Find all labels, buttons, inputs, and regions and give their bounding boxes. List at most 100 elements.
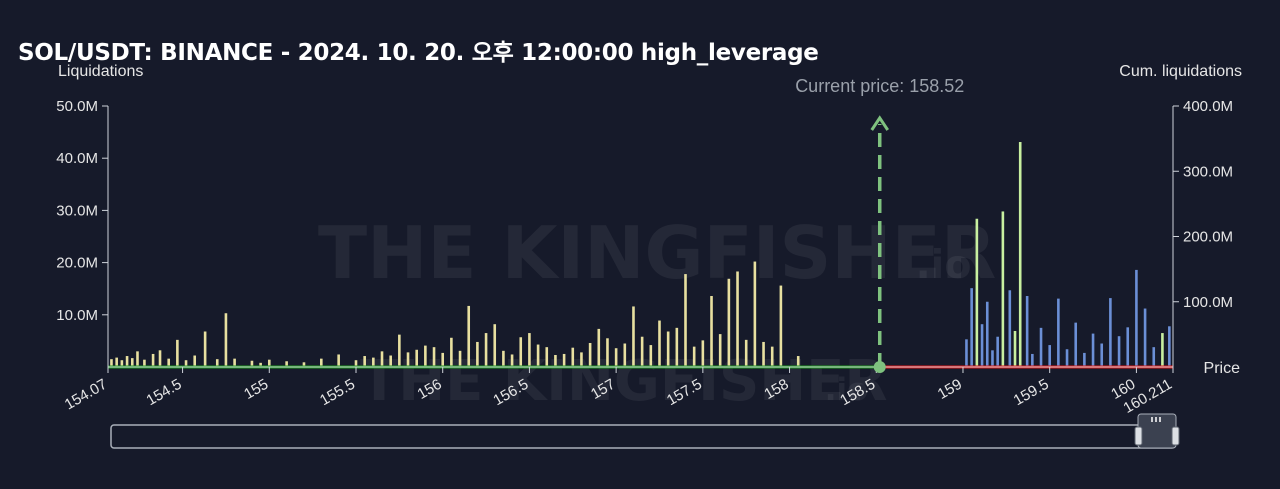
bar-short	[467, 305, 471, 367]
bar-short	[450, 337, 453, 367]
y2-axis-title: Cum. liquidations	[1119, 63, 1242, 80]
bar-short	[580, 352, 583, 367]
bar-short	[363, 356, 366, 367]
watermark-text: THE KINGFISHER	[318, 211, 996, 295]
bar-short	[424, 345, 427, 367]
y-tick-label: 30.0M	[56, 202, 98, 219]
x-tick-label: 154.5	[144, 376, 185, 409]
bar-short	[640, 336, 644, 367]
bar-long	[1083, 352, 1086, 367]
bar-short	[432, 347, 436, 367]
bar-long	[980, 324, 984, 367]
bar-short	[675, 327, 679, 367]
bar-short	[285, 361, 288, 367]
bar-short	[744, 339, 748, 367]
bar-short	[779, 285, 783, 367]
bar-short	[372, 357, 375, 367]
y2-tick-label: 400.0M	[1183, 98, 1233, 115]
bar-short	[666, 331, 670, 367]
bar-short	[120, 360, 124, 367]
bar-long	[1018, 142, 1022, 367]
current-price-marker: Current price: 158.52	[795, 76, 964, 373]
liquidation-bars	[110, 142, 1171, 367]
watermark-suffix: .io	[916, 242, 972, 288]
bar-long	[1031, 353, 1034, 367]
x-tick-label: 159	[935, 376, 965, 403]
bar-short	[727, 278, 731, 367]
bar-long	[970, 288, 973, 367]
bar-short	[562, 353, 566, 367]
bar-short	[250, 360, 254, 367]
bar-short	[614, 348, 618, 367]
bar-short	[554, 354, 557, 367]
y-tick-label: 40.0M	[56, 150, 98, 167]
bar-short	[770, 346, 774, 367]
bar-short	[125, 356, 129, 367]
bar-short	[736, 271, 739, 367]
bar-short	[354, 360, 358, 367]
bar-short	[571, 347, 575, 367]
bar-short	[519, 337, 523, 367]
bar-long	[965, 339, 968, 367]
bar-short	[176, 339, 179, 367]
bar-short	[193, 355, 197, 367]
bar-short	[130, 358, 134, 367]
y-axis-title: Liquidations	[58, 63, 143, 80]
bar-short	[136, 351, 139, 367]
bar-short	[203, 331, 207, 367]
bar-short	[441, 352, 445, 367]
bar-short	[536, 344, 540, 367]
bar-long	[1065, 349, 1069, 367]
bar-long	[1135, 269, 1138, 367]
range-slider[interactable]	[110, 413, 1180, 449]
bar-short	[184, 360, 188, 367]
bar-short	[623, 343, 627, 367]
bar-short	[597, 328, 601, 367]
bar-short	[753, 261, 757, 367]
bar-short	[588, 342, 592, 367]
current-price-arrow	[870, 115, 889, 131]
chart-title: SOL/USDT: BINANCE - 2024. 10. 20. 오후 12:…	[18, 40, 819, 66]
bar-long	[1039, 327, 1043, 367]
range-slider-right-handle	[1171, 426, 1180, 446]
current-price-dot	[873, 361, 886, 373]
bar-short	[718, 334, 722, 367]
bar-short	[606, 338, 609, 367]
bar-short	[224, 313, 228, 367]
bar-long	[1013, 330, 1017, 367]
x-axis-title: Price	[1204, 360, 1241, 377]
bar-long	[1126, 327, 1130, 367]
bar-long	[985, 301, 989, 367]
bar-short	[110, 359, 113, 367]
bar-long	[1109, 298, 1112, 367]
bar-short	[380, 351, 384, 367]
bar-short	[701, 340, 705, 367]
bar-short	[233, 358, 236, 367]
y-tick-label: 10.0M	[56, 307, 98, 324]
bar-short	[476, 341, 479, 367]
x-tick-label: 155	[241, 376, 271, 403]
bar-short	[484, 333, 488, 367]
bar-short	[158, 350, 162, 367]
y-tick-label: 20.0M	[56, 255, 98, 272]
range-slider-window	[1137, 413, 1177, 449]
bar-short	[167, 358, 170, 367]
bar-short	[320, 358, 323, 367]
bar-short	[493, 324, 497, 367]
bar-short	[528, 333, 531, 367]
bar-short	[545, 347, 549, 367]
bar-short	[710, 296, 713, 367]
bar-short	[115, 357, 118, 367]
y2-tick-label: 200.0M	[1183, 229, 1233, 246]
bar-short	[762, 341, 765, 367]
bar-short	[267, 359, 271, 367]
bar-short	[796, 356, 800, 367]
bar-long	[991, 350, 994, 367]
x-tick-label: 159.5	[1011, 376, 1052, 409]
y-tick-label: 50.0M	[56, 98, 98, 115]
bar-short	[337, 354, 340, 367]
range-slider-track	[110, 424, 1176, 449]
bar-short	[302, 362, 306, 367]
bar-long	[1001, 211, 1005, 367]
